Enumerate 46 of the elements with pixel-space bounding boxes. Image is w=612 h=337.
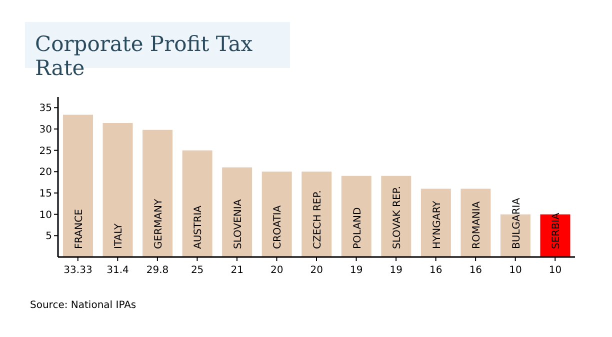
bar <box>302 172 332 257</box>
data-label: 29.8 <box>146 265 169 276</box>
bar <box>262 172 292 257</box>
chart-title: Corporate Profit Tax Rate <box>34 31 254 80</box>
data-label: 21 <box>230 265 244 276</box>
y-tick-label: 20 <box>39 167 52 178</box>
bar <box>182 150 212 257</box>
x-tick-label: HYNGARY <box>432 200 443 249</box>
data-label: 10 <box>548 265 562 276</box>
data-label: 31.4 <box>106 265 129 276</box>
data-label: 19 <box>350 265 363 276</box>
data-label: 33.33 <box>64 265 92 276</box>
bar <box>460 188 491 257</box>
y-tick-label: 30 <box>39 124 52 136</box>
source-note: Source: National IPAs <box>30 300 136 311</box>
bar <box>222 167 252 257</box>
data-label: 16 <box>469 265 482 276</box>
y-tick-label: 25 <box>39 146 52 157</box>
x-tick-label: BULGARIA <box>511 198 522 249</box>
bar <box>381 176 412 257</box>
x-tick-label: SLOVENIA <box>232 199 244 249</box>
x-tick-label: SERBIA <box>551 212 562 249</box>
data-label: 16 <box>430 265 442 276</box>
data-label: 10 <box>509 265 522 276</box>
x-tick-label: AUSTRIA <box>193 205 204 249</box>
y-tick-label: 5 <box>46 231 52 242</box>
data-label: 20 <box>270 265 284 276</box>
bar <box>142 130 173 257</box>
y-tick-label: 10 <box>39 210 52 221</box>
x-tick-label: CROATIA <box>272 205 284 249</box>
bar <box>63 114 93 257</box>
bar <box>102 123 133 257</box>
data-label: 20 <box>310 265 323 276</box>
x-tick-label: CZECH REP. <box>312 190 324 249</box>
x-tick-label: ITALY <box>114 222 125 249</box>
y-tick-label: 35 <box>39 103 52 114</box>
x-tick-label: POLAND <box>352 206 364 249</box>
x-tick-label: SLOVAK REP. <box>392 186 404 249</box>
x-tick-label: ROMANIA <box>472 201 483 249</box>
y-tick-label: 15 <box>39 188 52 200</box>
bar <box>420 188 451 257</box>
x-tick-label: GERMANY <box>153 198 164 249</box>
x-tick-label: FRANCE <box>74 209 85 249</box>
data-label: 19 <box>390 265 403 276</box>
bar <box>341 176 372 257</box>
data-label: 25 <box>190 265 204 276</box>
